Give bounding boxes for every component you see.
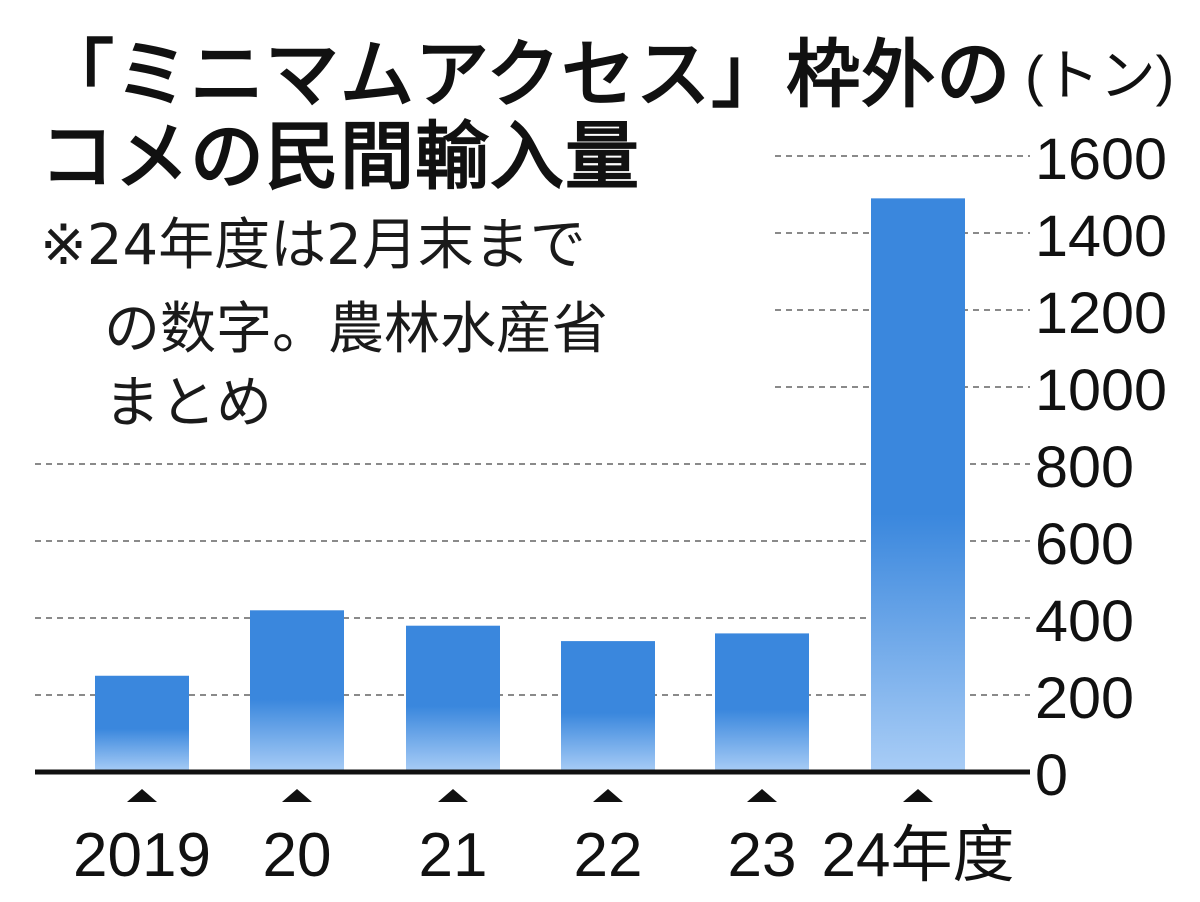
note-line-3: まとめ	[104, 371, 272, 436]
bar-22	[561, 641, 655, 772]
x-tick-label-23: 23	[728, 821, 797, 890]
grid-lines	[35, 155, 1030, 696]
x-tick-marker-21	[438, 789, 468, 802]
y-tick-label-600: 600	[1035, 512, 1134, 577]
y-tick-label-1600: 1600	[1035, 127, 1167, 192]
bar-21	[406, 625, 500, 772]
bars	[95, 198, 965, 773]
x-tick-label-2019: 2019	[73, 821, 211, 890]
x-tick-marker-24年度	[903, 789, 933, 802]
y-tick-label-1400: 1400	[1035, 204, 1167, 269]
tick-labels: 0 200 400 600 800 1000 1200 1400 1600 2019 20 21 22 2…	[73, 127, 1167, 890]
y-tick-label-0: 0	[1035, 743, 1068, 808]
x-tick-marker-2019	[127, 789, 157, 802]
note-line-1: ※24年度は2月末まで	[40, 213, 586, 278]
x-tick-marker-22	[593, 789, 623, 802]
x-tick-label-24年度: 24年度	[822, 821, 1015, 890]
y-tick-label-1200: 1200	[1035, 281, 1167, 346]
y-tick-label-200: 200	[1035, 666, 1134, 731]
title-line-1: 「ミニマムアクセス」枠外の	[40, 32, 1012, 118]
bar-24年度	[871, 198, 965, 773]
bar-20	[250, 610, 344, 772]
bar-2019	[95, 675, 189, 772]
x-tick-marker-20	[282, 789, 312, 802]
note-line-2: の数字。農林水産省	[104, 297, 608, 362]
y-tick-label-400: 400	[1035, 589, 1134, 654]
unit-label: (トン)	[1025, 44, 1175, 107]
x-tick-label-21: 21	[419, 821, 488, 890]
bar-23	[715, 633, 809, 772]
x-tick-marker-23	[747, 789, 777, 802]
x-tick-label-22: 22	[574, 821, 643, 890]
y-tick-label-800: 800	[1035, 435, 1134, 500]
x-tick-label-20: 20	[263, 821, 332, 890]
y-tick-label-1000: 1000	[1035, 358, 1167, 423]
title-line-2: コメの民間輸入量	[40, 114, 640, 200]
